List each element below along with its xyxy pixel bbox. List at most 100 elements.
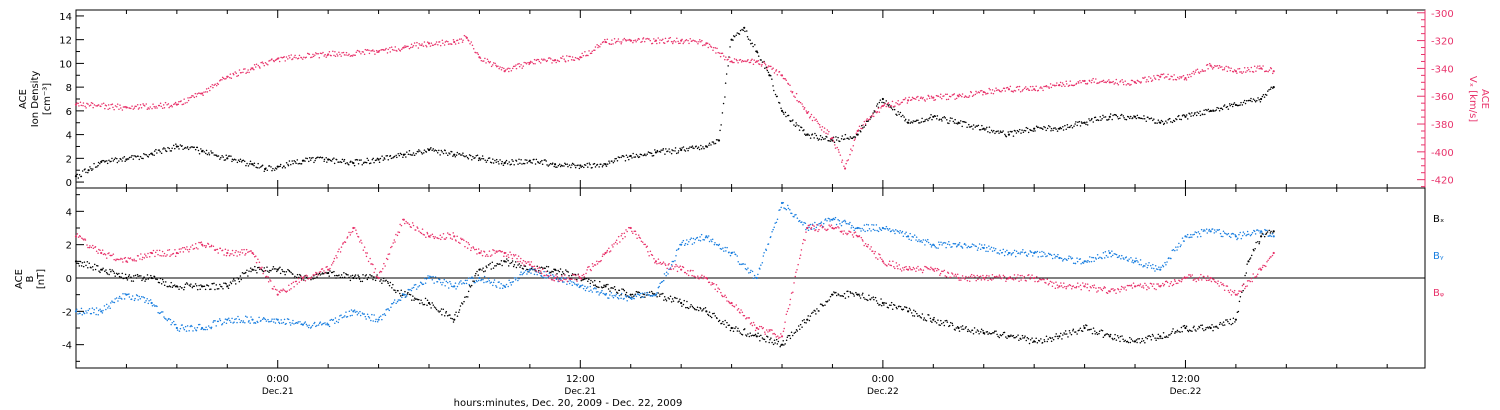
ion-density-sample	[815, 134, 818, 137]
field-black-sample	[202, 285, 205, 288]
field-pink-sample	[265, 275, 268, 278]
ion-density-sample	[293, 159, 295, 162]
velocity-sample	[926, 98, 928, 100]
velocity-sample	[456, 39, 459, 42]
field-blue-sample	[931, 244, 933, 247]
field-black-sample	[833, 291, 835, 293]
velocity-sample	[1137, 80, 1140, 82]
field-blue-sample	[1049, 253, 1052, 256]
field-black-sample	[1067, 336, 1069, 338]
ion-density-sample	[1157, 119, 1160, 121]
ion-density-sample	[130, 156, 132, 158]
ion-density-sample	[739, 29, 742, 32]
velocity-sample	[809, 115, 812, 118]
field-black-sample	[1126, 340, 1129, 343]
velocity-sample	[1042, 89, 1044, 92]
field-blue-sample	[1204, 230, 1206, 232]
velocity-sample	[787, 83, 790, 85]
velocity-sample	[253, 68, 255, 71]
velocity-sample	[373, 50, 375, 53]
ion-density-sample	[526, 162, 529, 164]
field-blue-sample	[93, 308, 95, 311]
velocity-point	[1234, 70, 1237, 73]
velocity-sample	[849, 153, 851, 156]
ion-density-sample	[156, 152, 158, 154]
field-pink-sample	[241, 248, 243, 251]
field-black-sample	[853, 295, 855, 297]
ion-density-sample	[405, 156, 407, 158]
field-pink-sample	[319, 270, 322, 273]
field-pink-sample	[324, 272, 326, 274]
field-pink-sample	[303, 275, 305, 278]
ion-density-sample	[465, 155, 468, 157]
ion-density-sample	[259, 166, 262, 168]
ion-density-sample	[346, 161, 348, 164]
field-black-sample	[721, 322, 723, 325]
field-pink-sample	[159, 254, 161, 257]
ion-density-sample	[798, 129, 801, 131]
velocity-sample	[1061, 82, 1064, 84]
field-blue-sample	[600, 291, 602, 293]
field-blue-sample	[824, 218, 827, 220]
field-black-sample	[1244, 274, 1246, 277]
field-blue-sample	[741, 263, 743, 265]
field-blue-sample	[179, 327, 182, 330]
field-blue-sample	[398, 299, 401, 301]
ion-density-sample	[647, 151, 650, 153]
velocity-sample	[911, 96, 914, 99]
field-blue-sample	[1131, 261, 1133, 263]
field-black-sample	[234, 279, 236, 282]
field-black-sample	[638, 291, 641, 294]
field-blue-point	[780, 201, 784, 205]
field-black-sample	[1232, 317, 1235, 320]
velocity-sample	[1147, 80, 1150, 83]
field-black-sample	[1027, 337, 1030, 340]
field-blue-sample	[611, 295, 613, 297]
velocity-sample	[937, 95, 940, 97]
field-blue-sample	[461, 283, 463, 285]
field-blue-sample	[801, 221, 803, 223]
field-pink-sample	[503, 255, 505, 257]
velocity-sample	[104, 107, 106, 110]
field-blue-sample	[349, 314, 352, 317]
field-blue-sample	[597, 291, 599, 293]
ion-density-sample	[965, 121, 967, 124]
field-black-sample	[191, 286, 194, 289]
velocity-sample	[887, 102, 890, 104]
velocity-sample	[784, 78, 787, 80]
velocity-sample	[248, 71, 250, 74]
ion-density-sample	[1199, 114, 1202, 117]
field-black-point	[352, 276, 355, 280]
field-blue-sample	[634, 294, 636, 297]
ion-density-sample	[1163, 122, 1166, 125]
velocity-sample	[113, 108, 115, 111]
field-black-sample	[194, 283, 197, 285]
field-pink-sample	[444, 238, 447, 240]
field-blue-sample	[1259, 232, 1261, 234]
field-axis-label-line: B	[25, 275, 36, 282]
ion-density-sample	[1103, 116, 1105, 118]
field-blue-sample	[77, 313, 79, 315]
field-blue-sample	[504, 286, 507, 288]
ion-density-sample	[1161, 120, 1164, 123]
velocity-sample	[1207, 68, 1209, 70]
field-black-sample	[223, 282, 225, 284]
field-blue-sample	[828, 218, 831, 220]
field-blue-sample	[1079, 258, 1082, 260]
velocity-sample	[717, 51, 719, 54]
ion-density-sample	[1133, 115, 1135, 117]
velocity-sample	[1148, 75, 1150, 78]
field-pink-point	[730, 301, 733, 305]
field-black-sample	[771, 341, 773, 344]
velocity-sample	[483, 60, 485, 62]
field-black-sample	[840, 295, 842, 297]
velocity-sample	[1049, 83, 1052, 85]
velocity-sample	[955, 97, 958, 100]
field-blue-sample	[388, 309, 391, 312]
field-black-sample	[282, 270, 284, 273]
ion-density-sample	[179, 144, 182, 146]
velocity-sample	[656, 42, 658, 45]
field-black-sample	[426, 299, 429, 301]
field-pink-sample	[517, 255, 520, 257]
velocity-sample	[1250, 66, 1253, 69]
